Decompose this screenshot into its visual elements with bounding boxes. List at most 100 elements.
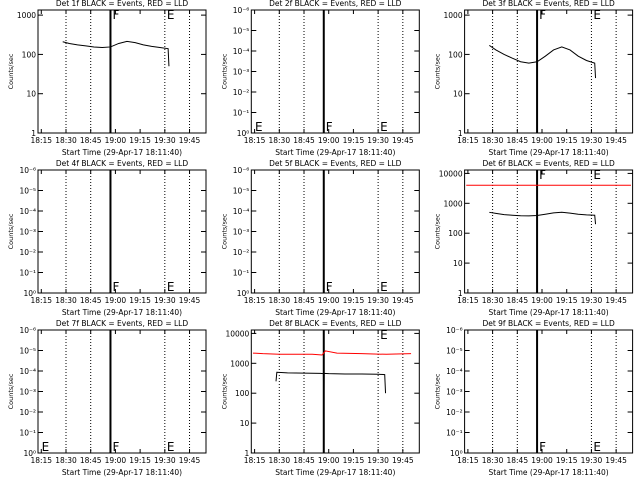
y-tick-label: 10⁻⁶ [19, 326, 36, 335]
x-tick-label: 19:45 [179, 296, 201, 305]
y-tick-label: 10⁰ [450, 449, 463, 458]
y-tick-label: 10⁻² [19, 248, 36, 257]
y-tick-label: 10⁻¹ [19, 429, 36, 438]
y-tick-label: 10 [26, 90, 36, 99]
y-tick-label: 10⁻⁴ [446, 367, 463, 376]
y-tick-label: 10⁻⁵ [19, 347, 36, 356]
y-tick-label: 10000 [439, 169, 463, 178]
y-axis-label: Counts/sec [434, 373, 442, 409]
y-tick-label: 10⁻⁵ [233, 187, 250, 196]
y-tick-label: 10 [453, 90, 463, 99]
y-axis-label: Counts/sec [220, 213, 228, 249]
x-tick-label: 18:15 [457, 136, 479, 145]
x-tick-label: 19:15 [343, 296, 365, 305]
x-tick-label: 18:45 [293, 136, 315, 145]
y-tick-label: 10⁻⁵ [233, 27, 250, 36]
x-tick-label: 19:00 [105, 136, 127, 145]
plot-frame [250, 169, 420, 294]
panel: Det 6f BLACK = Events, RED = LLD Start Ti… [434, 159, 634, 317]
x-tick-label: 19:45 [392, 136, 414, 145]
annotation: E [167, 8, 175, 22]
y-tick-label: 10⁻⁵ [19, 187, 36, 196]
annotation: F [539, 440, 546, 454]
plot-frame [464, 169, 634, 294]
y-tick-label: 10⁻¹ [19, 269, 36, 278]
y-axis-label: Counts/sec [220, 373, 228, 409]
x-tick-label: 18:15 [30, 456, 52, 465]
panel: Det 5f BLACK = Events, RED = LLD Start Ti… [220, 159, 420, 317]
y-tick-label: 10⁻⁴ [233, 47, 250, 56]
x-tick-label: 19:00 [531, 136, 553, 145]
y-tick-label: 10⁻⁵ [446, 347, 463, 356]
x-tick-label: 19:00 [531, 456, 553, 465]
plot-frame [464, 9, 634, 134]
panel-title: Det 7f BLACK = Events, RED = LLD [56, 319, 189, 328]
data-line [62, 40, 170, 67]
x-tick-label: 18:30 [482, 136, 504, 145]
panel-title: Det 1f BLACK = Events, RED = LLD [56, 0, 189, 8]
y-tick-label: 100 [22, 50, 37, 59]
x-tick-label: 19:45 [392, 456, 414, 465]
x-tick-label: 18:45 [293, 456, 315, 465]
x-tick-label: 19:00 [318, 136, 340, 145]
annotation: F [112, 440, 119, 454]
y-tick-label: 1000 [444, 199, 463, 208]
y-tick-label: 10⁻¹ [233, 109, 250, 118]
x-tick-label: 19:15 [343, 456, 365, 465]
data-line [275, 371, 387, 424]
x-tick-label: 18:45 [80, 296, 102, 305]
annotation: E [593, 168, 601, 182]
x-axis-label: Start Time (29-Apr-17 18:11:40) [275, 148, 395, 157]
panel: Det 2f BLACK = Events, RED = LLD Start Ti… [220, 0, 420, 157]
y-axis-label: Counts/sec [7, 373, 15, 409]
x-tick-label: 18:15 [244, 296, 266, 305]
x-tick-label: 19:30 [367, 456, 389, 465]
panel: Det 7f BLACK = Events, RED = LLD Start Ti… [7, 319, 207, 477]
plot-frame [37, 169, 207, 294]
annotation: E [167, 280, 175, 294]
plot-frame [464, 329, 634, 454]
x-tick-label: 19:00 [318, 456, 340, 465]
x-tick-label: 18:45 [506, 296, 528, 305]
data-line [489, 211, 597, 225]
y-tick-label: 1 [31, 129, 36, 138]
x-tick-label: 18:30 [482, 456, 504, 465]
x-tick-label: 18:45 [293, 296, 315, 305]
plot-frame [37, 9, 207, 134]
annotation: E [380, 120, 388, 134]
panel: Det 4f BLACK = Events, RED = LLD Start Ti… [7, 159, 207, 317]
x-tick-label: 18:15 [457, 296, 479, 305]
x-tick-label: 18:45 [80, 456, 102, 465]
y-tick-label: 10⁻³ [446, 388, 463, 397]
y-tick-label: 10⁻² [446, 408, 463, 417]
x-tick-label: 18:30 [268, 136, 290, 145]
x-tick-label: 18:45 [506, 456, 528, 465]
x-tick-label: 19:00 [105, 456, 127, 465]
x-tick-label: 19:15 [129, 296, 151, 305]
y-tick-label: 1000 [444, 11, 463, 20]
annotation: F [539, 168, 546, 182]
annotation: F [112, 8, 119, 22]
x-tick-label: 19:15 [556, 456, 578, 465]
x-axis-label: Start Time (29-Apr-17 18:11:40) [275, 468, 395, 477]
y-tick-label: 10⁻² [233, 88, 250, 97]
x-tick-label: 18:45 [80, 136, 102, 145]
y-tick-label: 1000 [17, 11, 36, 20]
annotation: E [255, 120, 263, 134]
y-axis-label: Counts/sec [434, 53, 442, 89]
y-tick-label: 10⁰ [23, 449, 36, 458]
y-tick-label: 10⁻³ [233, 228, 250, 237]
panel-title: Det 4f BLACK = Events, RED = LLD [56, 159, 189, 168]
x-tick-label: 18:15 [457, 456, 479, 465]
panel-title: Det 8f BLACK = Events, RED = LLD [269, 319, 402, 328]
x-axis-label: Start Time (29-Apr-17 18:11:40) [488, 308, 608, 317]
x-tick-label: 19:15 [129, 456, 151, 465]
x-tick-label: 19:45 [605, 296, 627, 305]
annotation: F [112, 280, 119, 294]
x-tick-label: 19:45 [179, 136, 201, 145]
x-tick-label: 19:15 [343, 136, 365, 145]
y-tick-label: 1000 [230, 359, 249, 368]
y-tick-label: 10⁰ [23, 289, 36, 298]
panel-title: Det 5f BLACK = Events, RED = LLD [269, 159, 402, 168]
